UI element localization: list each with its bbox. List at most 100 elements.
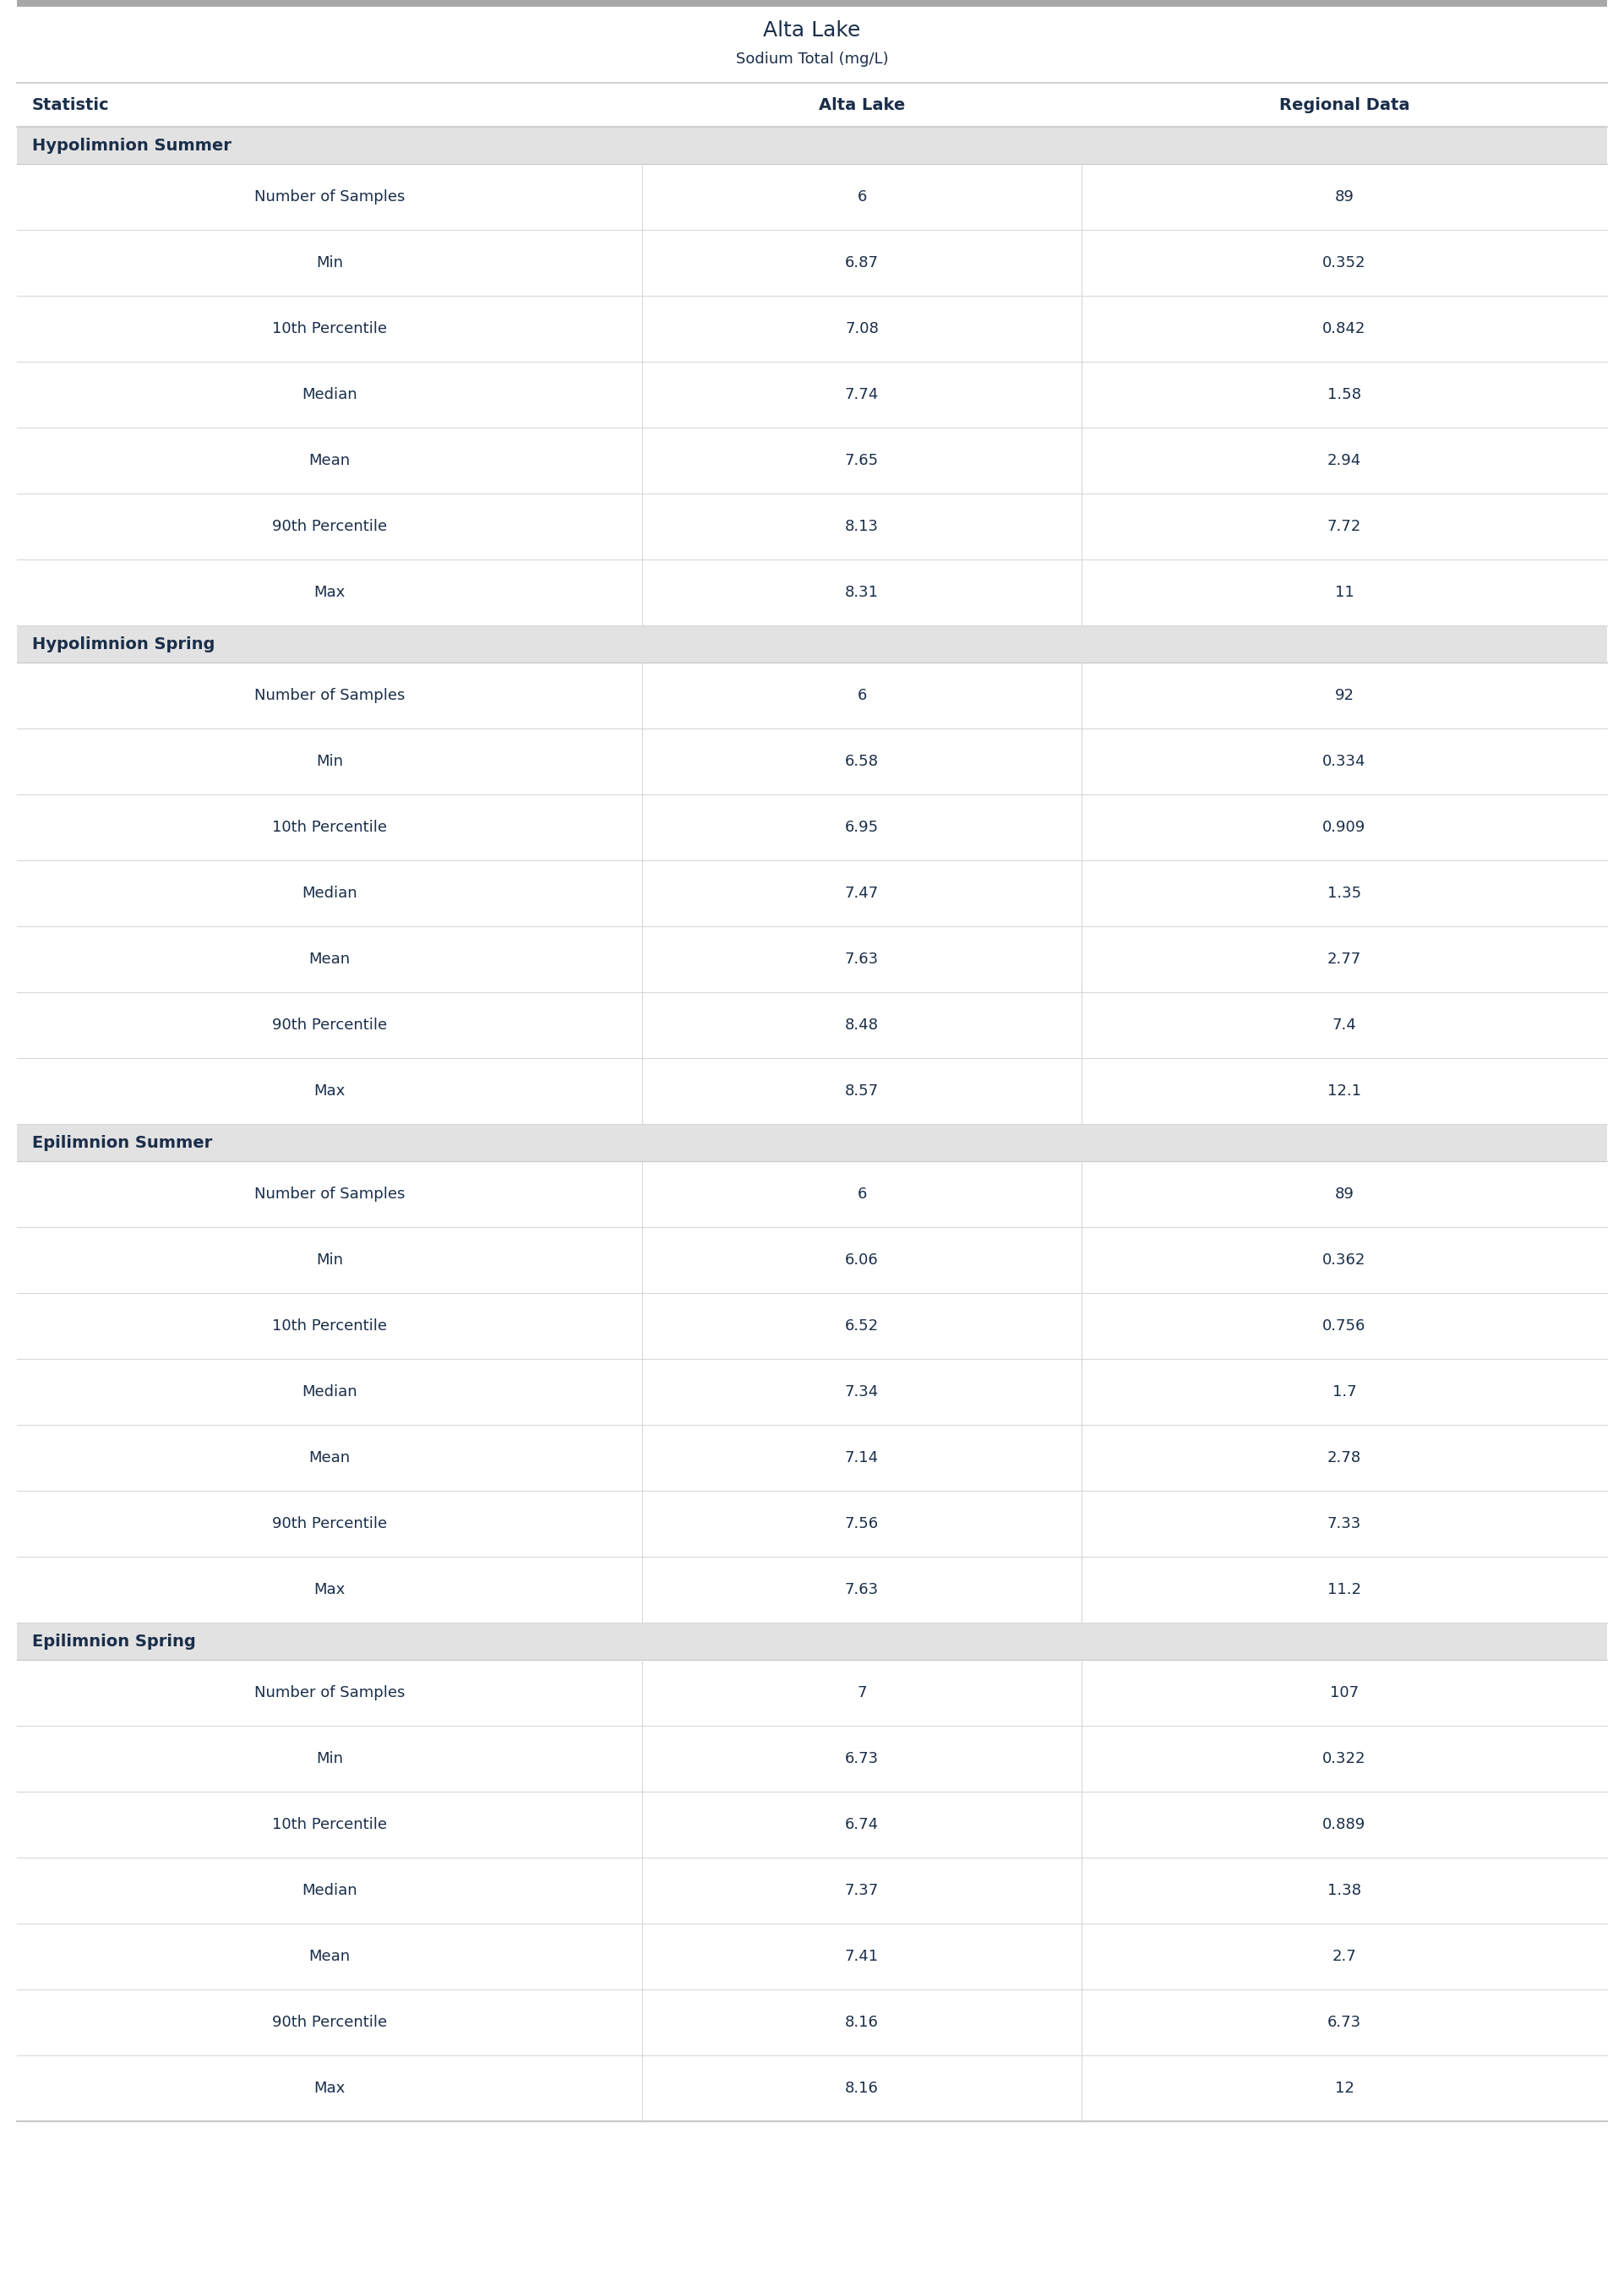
Text: Regional Data: Regional Data [1280, 98, 1410, 114]
Bar [16, 1989, 1608, 2054]
Text: 1.35: 1.35 [1327, 885, 1361, 901]
Text: 6: 6 [857, 188, 867, 204]
Bar [16, 1058, 1608, 1124]
Text: Sodium Total (mg/L): Sodium Total (mg/L) [736, 52, 888, 66]
Bar [16, 361, 1608, 427]
Bar [16, 163, 1608, 229]
Text: Epilimnion Summer: Epilimnion Summer [32, 1135, 213, 1151]
Text: Min: Min [317, 254, 343, 270]
Text: 7.47: 7.47 [844, 885, 879, 901]
Bar [16, 1426, 1608, 1491]
Text: 10th Percentile: 10th Percentile [273, 320, 387, 336]
Text: 8.16: 8.16 [844, 2082, 879, 2095]
Text: 6.74: 6.74 [844, 1816, 879, 1832]
Bar [16, 1294, 1608, 1360]
Text: 12: 12 [1335, 2082, 1354, 2095]
Text: 7.56: 7.56 [844, 1516, 879, 1532]
Text: 8.16: 8.16 [844, 2016, 879, 2029]
Bar [16, 127, 1608, 163]
Text: 6.73: 6.73 [844, 1750, 879, 1766]
Bar [16, 82, 1608, 127]
Text: 90th Percentile: 90th Percentile [273, 1017, 387, 1033]
Text: 10th Percentile: 10th Percentile [273, 1816, 387, 1832]
Bar [16, 229, 1608, 295]
Text: Max: Max [313, 586, 346, 599]
Text: Min: Min [317, 1253, 343, 1267]
Text: 10th Percentile: 10th Percentile [273, 819, 387, 835]
Text: Mean: Mean [309, 1451, 351, 1466]
Text: 90th Percentile: 90th Percentile [273, 2016, 387, 2029]
Bar [16, 493, 1608, 558]
Bar [16, 1557, 1608, 1623]
Text: Min: Min [317, 754, 343, 770]
Text: 2.7: 2.7 [1332, 1950, 1356, 1964]
Text: 7.34: 7.34 [844, 1385, 879, 1401]
Text: Max: Max [313, 2082, 346, 2095]
Text: Min: Min [317, 1750, 343, 1766]
Text: 0.322: 0.322 [1322, 1750, 1366, 1766]
Text: 6.06: 6.06 [844, 1253, 879, 1267]
Text: Median: Median [302, 388, 357, 402]
Bar [16, 295, 1608, 361]
Text: 8.31: 8.31 [844, 586, 879, 599]
Text: 0.889: 0.889 [1322, 1816, 1366, 1832]
Text: 107: 107 [1330, 1684, 1359, 1700]
Text: 7.72: 7.72 [1327, 520, 1361, 533]
Text: 92: 92 [1335, 688, 1354, 704]
Text: Number of Samples: Number of Samples [255, 188, 404, 204]
Text: Alta Lake: Alta Lake [818, 98, 905, 114]
Text: 89: 89 [1335, 188, 1354, 204]
Text: 7.65: 7.65 [844, 454, 879, 468]
Text: 7.14: 7.14 [844, 1451, 879, 1466]
Text: Mean: Mean [309, 951, 351, 967]
Bar [16, 794, 1608, 860]
Text: 6.73: 6.73 [1327, 2016, 1361, 2029]
Text: 2.94: 2.94 [1327, 454, 1361, 468]
Text: Epilimnion Spring: Epilimnion Spring [32, 1632, 197, 1650]
Text: 8.13: 8.13 [844, 520, 879, 533]
Text: 8.48: 8.48 [844, 1017, 879, 1033]
Text: 7: 7 [857, 1684, 867, 1700]
Text: 2.78: 2.78 [1327, 1451, 1361, 1466]
Text: 89: 89 [1335, 1187, 1354, 1201]
Text: Statistic: Statistic [32, 98, 109, 114]
Bar [16, 1923, 1608, 1989]
Text: 7.33: 7.33 [1327, 1516, 1361, 1532]
Text: Max: Max [313, 1582, 346, 1598]
Bar [16, 729, 1608, 794]
Text: Median: Median [302, 1882, 357, 1898]
Bar [16, 1162, 1608, 1228]
Text: Hypolimnion Spring: Hypolimnion Spring [32, 636, 214, 651]
Text: 7.08: 7.08 [844, 320, 879, 336]
Bar [16, 627, 1608, 663]
Text: Max: Max [313, 1083, 346, 1099]
Text: 1.7: 1.7 [1332, 1385, 1356, 1401]
Text: 7.37: 7.37 [844, 1882, 879, 1898]
Text: Mean: Mean [309, 1950, 351, 1964]
Text: 7.63: 7.63 [844, 951, 879, 967]
Bar [16, 427, 1608, 493]
Text: 7.63: 7.63 [844, 1582, 879, 1598]
Bar [16, 1623, 1608, 1659]
Bar [16, 926, 1608, 992]
Text: 7.74: 7.74 [844, 388, 879, 402]
Text: 6.95: 6.95 [844, 819, 879, 835]
Bar [16, 663, 1608, 729]
Text: 0.352: 0.352 [1322, 254, 1366, 270]
Text: 90th Percentile: 90th Percentile [273, 1516, 387, 1532]
Bar [16, 1659, 1608, 1725]
Text: Number of Samples: Number of Samples [255, 688, 404, 704]
Text: Number of Samples: Number of Samples [255, 1187, 404, 1201]
Text: 1.38: 1.38 [1327, 1882, 1361, 1898]
Bar [16, 860, 1608, 926]
Text: 6.87: 6.87 [844, 254, 879, 270]
Bar [16, 2054, 1608, 2120]
Text: 0.842: 0.842 [1322, 320, 1366, 336]
Bar [16, 1725, 1608, 1791]
Text: 7.4: 7.4 [1332, 1017, 1356, 1033]
Bar [16, 1360, 1608, 1426]
Text: Hypolimnion Summer: Hypolimnion Summer [32, 136, 231, 154]
Bar [16, 1228, 1608, 1294]
Text: 2.77: 2.77 [1327, 951, 1361, 967]
Bar [16, 992, 1608, 1058]
